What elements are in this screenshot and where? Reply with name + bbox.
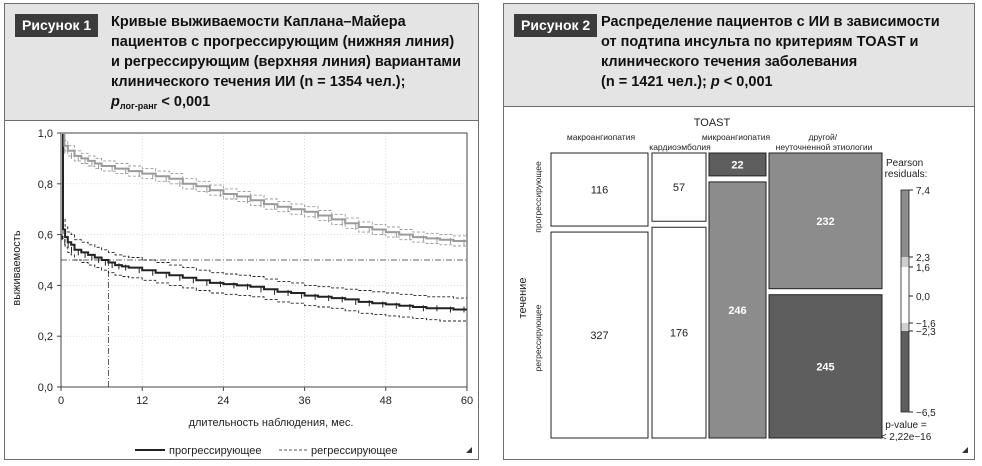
legend-label-progressive: прогрессирующее: [169, 445, 262, 457]
panel-corner-mark: [962, 447, 968, 453]
figure-2-title: Распределение пациентов с ИИ в зависимос…: [601, 12, 940, 92]
figure-1-title-line: Кривые выживаемости Каплана–Майера: [111, 14, 406, 30]
km-ylabel: выживаемость: [11, 230, 23, 305]
p-value: < 0,001: [157, 94, 211, 110]
legend-label-regressive: регрессирующее: [311, 445, 398, 457]
figure-1-title-line: и регрессирующим (верхняя линия) вариант…: [111, 54, 462, 70]
column-label-other-line: другой/: [809, 132, 838, 142]
legend-band-positive: [901, 190, 909, 257]
figure-2-pvalue-line: (n = 1421 чел.); p < 0,001: [601, 72, 940, 92]
figure-2-panel: Рисунок 2 Распределение пациентов с ИИ в…: [503, 3, 975, 460]
residuals-title-line: residuals:: [885, 169, 928, 180]
figure-2-header: Рисунок 2 Распределение пациентов с ИИ в…: [504, 4, 974, 107]
figure-2-badge: Рисунок 2: [514, 14, 598, 37]
km-y-tick-label: 0,0: [38, 382, 53, 394]
column-label-micro: микроангиопатия: [702, 132, 771, 142]
km-ci-upper-1: [61, 132, 468, 238]
mosaic-cell-count: 327: [590, 330, 608, 342]
figure-1-badge: Рисунок 1: [15, 14, 99, 37]
km-xlabel: длительность наблюдения, мес.: [189, 417, 354, 429]
mosaic-cell-count: 245: [816, 361, 834, 373]
km-y-tick-label: 0,6: [38, 230, 53, 242]
mosaic-chart: 116 327 57 176 22 246 232 245 7,4 2,31,6 0,0 −1,6−2…: [517, 117, 936, 443]
figure-2-title-line: клинического течения заболевания: [601, 54, 858, 70]
mosaic-top-label: TOAST: [694, 117, 731, 129]
column-label-other: другой/ неуточненной этиологии: [776, 132, 873, 152]
km-curve-1: [61, 132, 468, 243]
mosaic-side-label: течение: [517, 278, 529, 319]
mosaic-cell-count: 176: [670, 328, 688, 340]
p-subscript: лог-ранг: [119, 101, 158, 111]
legend-pvalue: < 2,22e−16: [881, 432, 932, 443]
figure-2-title-line: Распределение пациентов с ИИ в зависимос…: [601, 14, 940, 30]
legend-band-mild: [901, 323, 909, 331]
figure-1-title: Кривые выживаемости Каплана–Майера пацие…: [111, 12, 461, 116]
figure-1-panel: Рисунок 1 Кривые выживаемости Каплана–Ма…: [4, 3, 479, 460]
p-value: < 0,001: [719, 74, 773, 90]
km-y-tick-label: 0,8: [38, 179, 53, 191]
mosaic-cell: [651, 226, 707, 439]
km-x-tick-label: 60: [461, 395, 473, 407]
legend-tick-label: 2,3: [916, 253, 930, 264]
residuals-title: Pearson residuals:: [885, 158, 928, 180]
mosaic-cell-count: 57: [673, 182, 685, 194]
row-label-regressive: регрессирующее: [533, 304, 543, 371]
km-x-tick-label: 0: [58, 395, 64, 407]
legend-tick-label: −6,5: [916, 408, 936, 419]
n-count: (n = 1421 чел.);: [601, 74, 711, 90]
legend-tick-label: 0,0: [916, 292, 930, 303]
mosaic-cell: [768, 294, 883, 439]
km-x-tick-label: 24: [217, 395, 229, 407]
p-symbol: p: [111, 94, 120, 110]
p-symbol: p: [710, 74, 720, 90]
km-x-tick-label: 48: [380, 395, 392, 407]
legend-band-negative: [901, 331, 909, 412]
legend-tick-label: 1,6: [916, 263, 930, 274]
legend-tick-label: 7,4: [916, 186, 930, 197]
mosaic-cell: [768, 152, 883, 290]
km-x-tick-label: 12: [136, 395, 148, 407]
mosaic-cell: [550, 152, 649, 227]
legend-band-mild: [901, 257, 909, 267]
mosaic-cell-count: 232: [816, 216, 834, 228]
mosaic-cell: [550, 231, 649, 439]
km-y-tick-label: 0,2: [38, 331, 53, 343]
residuals-title-line: Pearson: [886, 158, 923, 169]
panel-corner-mark: [466, 447, 472, 453]
legend-pvalue-label: p-value =: [885, 420, 927, 431]
figure-2-title-line: от подтипа инсульта по критериям TOAST и: [601, 34, 919, 50]
legend-tick-label: −2,3: [916, 327, 936, 338]
mosaic-cell: [708, 152, 767, 177]
column-label-cardio: кардиоэмболия: [649, 142, 711, 152]
mosaic-cell-count: 116: [591, 185, 609, 197]
mosaic-cell: [651, 152, 707, 222]
km-ci-lower-1: [61, 132, 468, 248]
km-ci-upper-0: [61, 132, 467, 299]
mosaic-cell-count: 22: [731, 159, 743, 171]
km-x-tick-label: 36: [298, 395, 310, 407]
legend-bar-frame: [900, 189, 910, 413]
column-label-macro: макроангиопатия: [567, 132, 636, 142]
legend-tick-label: −1,6: [916, 319, 936, 330]
figure-1-header: Рисунок 1 Кривые выживаемости Каплана–Ма…: [5, 4, 478, 121]
km-curve-0: [61, 132, 467, 311]
km-y-tick-label: 0,4: [38, 280, 53, 292]
mosaic-cell: [708, 181, 767, 439]
km-y-tick-label: 1,0: [38, 128, 53, 140]
km-ci-lower-0: [61, 132, 467, 322]
figure-1-title-line: клинического течения ИИ (n = 1354 чел.);: [111, 74, 406, 90]
km-chart: 0 12 24 36 48 60 0,0 0,2 0,4 0,6 0,8 1,0 длительнос…: [11, 128, 473, 457]
figure-1-title-line: пациентов с прогрессирующим (нижняя лини…: [111, 34, 455, 50]
figure-1-pvalue-line: pлог-ранг < 0,001: [111, 92, 461, 116]
mosaic-cell-count: 246: [728, 305, 746, 317]
column-label-other-line: неуточненной этиологии: [776, 142, 873, 152]
row-label-progressive: прогрессирующее: [533, 161, 543, 233]
